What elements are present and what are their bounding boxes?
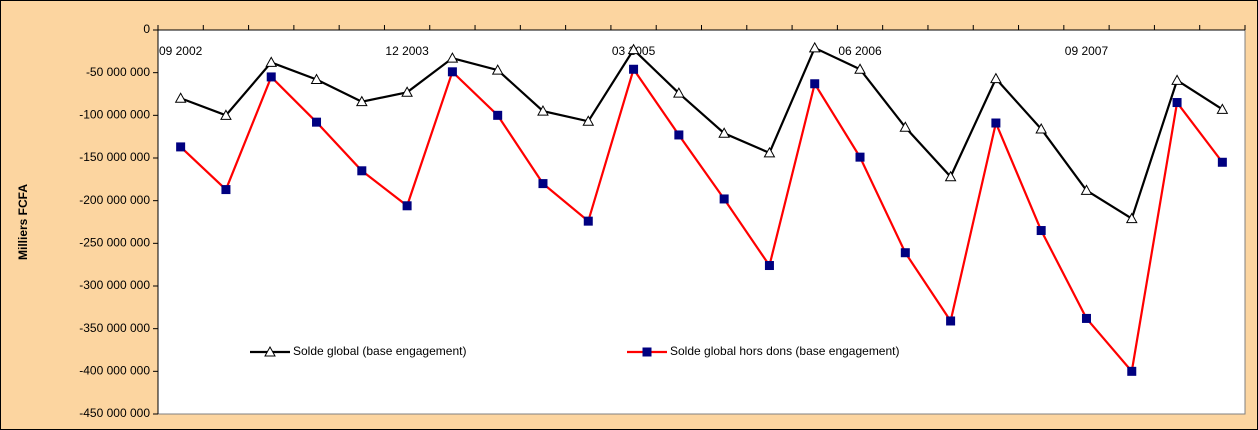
legend-label: Solde global hors dons (base engagement) xyxy=(670,344,900,358)
y-tick-label: -50 000 000 xyxy=(86,65,150,79)
data-point xyxy=(1035,122,1048,134)
y-axis-label: Milliers FCFA xyxy=(16,184,30,260)
data-point xyxy=(1217,157,1227,167)
y-tick-label: 0 xyxy=(143,22,150,36)
data-point xyxy=(582,115,595,126)
data-point xyxy=(1172,98,1182,108)
data-point xyxy=(357,166,367,176)
data-point xyxy=(718,127,730,138)
data-point xyxy=(221,185,231,195)
data-point xyxy=(764,261,774,271)
x-tick-label: 12 2003 xyxy=(385,44,429,58)
data-point xyxy=(944,170,957,182)
data-point xyxy=(355,95,368,107)
data-point xyxy=(1171,74,1183,85)
data-point xyxy=(220,109,232,120)
data-point xyxy=(266,72,276,82)
data-point xyxy=(900,248,910,258)
legend-marker xyxy=(642,347,652,357)
y-tick-label: -400 000 000 xyxy=(79,364,150,378)
plot-area xyxy=(157,29,1246,415)
data-point xyxy=(1080,184,1093,195)
data-point xyxy=(899,121,912,132)
data-point xyxy=(810,79,820,89)
data-point xyxy=(808,41,821,53)
data-point xyxy=(1127,366,1137,376)
data-point xyxy=(1081,313,1091,323)
data-point xyxy=(946,316,956,326)
data-point xyxy=(854,63,866,74)
data-point xyxy=(537,105,549,116)
data-point xyxy=(1216,103,1229,114)
data-point xyxy=(401,86,413,97)
data-point xyxy=(174,92,187,103)
data-point xyxy=(763,146,776,158)
data-point xyxy=(583,216,593,226)
data-point xyxy=(719,194,729,204)
series-line xyxy=(179,66,1224,374)
data-point xyxy=(1125,212,1138,224)
y-tick-label: -100 000 000 xyxy=(79,108,150,122)
data-point xyxy=(446,52,459,63)
x-tick-label: 09 2002 xyxy=(159,44,203,58)
y-tick-label: -300 000 000 xyxy=(79,278,150,292)
legend-marker xyxy=(264,345,276,357)
data-point xyxy=(176,142,186,152)
data-point xyxy=(674,130,684,140)
data-point xyxy=(402,201,412,211)
x-tick-label: 06 2006 xyxy=(838,44,882,58)
series-line xyxy=(180,46,1223,221)
data-point xyxy=(991,118,1001,128)
data-point xyxy=(312,117,322,127)
data-point xyxy=(673,87,685,98)
data-point xyxy=(447,67,457,77)
data-point xyxy=(629,64,639,74)
data-point xyxy=(265,56,278,67)
data-point xyxy=(627,43,640,55)
data-point xyxy=(1036,226,1046,236)
y-tick-label: -250 000 000 xyxy=(79,236,150,250)
y-tick-label: -150 000 000 xyxy=(79,150,150,164)
legend-label: Solde global (base engagement) xyxy=(293,344,466,358)
data-point xyxy=(310,73,323,84)
data-point xyxy=(491,64,504,75)
data-point xyxy=(493,110,503,120)
x-tick-label: 09 2007 xyxy=(1065,44,1109,58)
y-tick-label: -200 000 000 xyxy=(79,193,150,207)
data-point xyxy=(538,179,548,189)
data-point xyxy=(855,152,865,162)
y-tick-label: -350 000 000 xyxy=(79,321,150,335)
data-point xyxy=(990,72,1002,84)
y-tick-label: -450 000 000 xyxy=(79,406,150,420)
